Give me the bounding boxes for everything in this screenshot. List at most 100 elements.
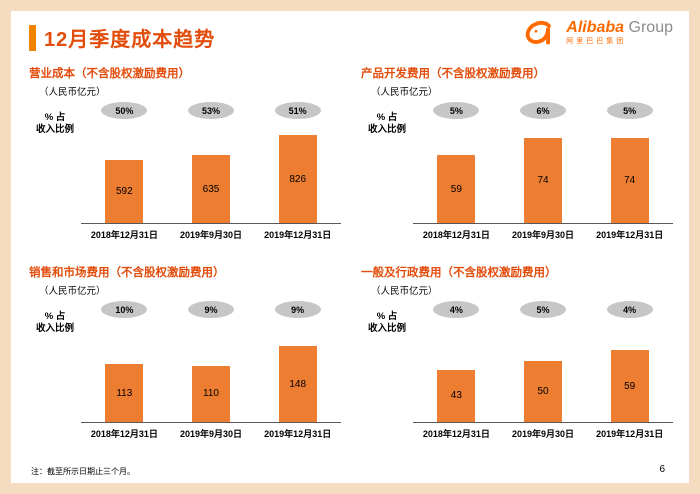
pct-axis-label-line2: 收入比例 xyxy=(367,323,406,335)
bar-value: 59 xyxy=(624,380,636,392)
bar-zone: 592 xyxy=(81,125,168,223)
x-axis-label: 2019年9月30日 xyxy=(167,223,255,241)
bar-zone: 43 xyxy=(413,324,500,422)
pct-oval: 4% xyxy=(433,301,480,318)
logo-chinese-name: 阿里巴巴集团 xyxy=(566,38,627,46)
page-title: 12月季度成本趋势 xyxy=(44,29,216,51)
pct-axis-label: % 占 收入比例 xyxy=(361,301,413,440)
pct-value: 5% xyxy=(623,105,637,116)
pct-value: 5% xyxy=(449,105,463,116)
pct-oval: 51% xyxy=(274,102,321,119)
bar: 148 xyxy=(278,346,317,422)
x-axis-label: 2019年12月31日 xyxy=(254,422,342,440)
bar-value: 148 xyxy=(289,378,307,390)
chart-column: 9% 148 2019年12月31日 xyxy=(254,301,342,440)
bar: 59 xyxy=(610,350,649,422)
pct-oval: 9% xyxy=(188,301,234,318)
chart-column: 5% 74 2019年12月31日 xyxy=(586,102,674,241)
bar-value: 74 xyxy=(537,175,549,186)
pct-value: 5% xyxy=(536,304,550,315)
pct-axis-label-line2: 收入比例 xyxy=(35,124,74,136)
pct-oval: 5% xyxy=(520,301,566,318)
bar-zone: 826 xyxy=(254,125,341,223)
bar: 592 xyxy=(105,159,144,223)
pct-oval: 53% xyxy=(188,102,234,119)
bar: 826 xyxy=(278,135,317,223)
pct-axis-label-line1: % 占 xyxy=(44,112,66,123)
chart-panel-operating-cost: 营业成本（不含股权激励费用） （人民币亿元） % 占 收入比例 50% 592 20… xyxy=(29,63,342,252)
chart-column: 9% 110 2019年9月30日 xyxy=(167,301,255,440)
header: 12月季度成本趋势 Alibaba Group 阿里巴巴集团 xyxy=(29,19,673,52)
x-axis-label: 2019年9月30日 xyxy=(499,223,587,241)
bar: 59 xyxy=(437,155,476,223)
bar-value: 50 xyxy=(537,386,549,397)
x-axis-label: 2019年12月31日 xyxy=(254,223,342,241)
logo-brand-line: Alibaba Group xyxy=(566,20,673,37)
pct-axis-label-line1: % 占 xyxy=(376,112,398,123)
page-number: 6 xyxy=(659,464,665,475)
pct-oval: 9% xyxy=(274,301,321,318)
bar-value: 113 xyxy=(116,387,133,399)
pct-oval: 4% xyxy=(606,301,653,318)
x-axis-label: 2019年12月31日 xyxy=(586,422,674,440)
bar-zone: 635 xyxy=(168,125,255,223)
x-axis-label: 2019年12月31日 xyxy=(586,223,674,241)
footnote: 注：截至所示日期止三个月。 xyxy=(31,467,135,476)
alibaba-logo-icon xyxy=(526,20,552,45)
chart-column: 50% 592 2018年12月31日 xyxy=(81,102,168,241)
bar-value: 74 xyxy=(624,175,636,186)
bar: 74 xyxy=(524,138,562,223)
bar-value: 592 xyxy=(115,185,133,197)
chart-plot: % 占 收入比例 50% 592 2018年12月31日 53% 635 2019年9月3… xyxy=(29,102,342,241)
bar-zone: 113 xyxy=(81,324,168,422)
bar-zone: 148 xyxy=(254,324,341,422)
pct-value: 4% xyxy=(623,304,637,315)
chart-title: 营业成本（不含股权激励费用） xyxy=(29,68,190,80)
bar-value: 59 xyxy=(450,183,462,195)
pct-value: 9% xyxy=(204,304,218,315)
pct-value: 50% xyxy=(115,105,134,116)
bar-zone: 59 xyxy=(586,324,673,422)
bar: 635 xyxy=(192,155,230,223)
columns: 4% 43 2018年12月31日 5% 50 2019年9月30日 4% 59 2019年12… xyxy=(413,301,674,440)
columns: 50% 592 2018年12月31日 53% 635 2019年9月30日 51% 826 2… xyxy=(81,102,342,241)
x-axis-label: 2018年12月31日 xyxy=(413,422,500,440)
chart-unit-label: （人民币亿元） xyxy=(371,286,438,297)
pct-axis-label-line1: % 占 xyxy=(44,311,66,322)
pct-axis-label: % 占 收入比例 xyxy=(29,102,81,241)
pct-value: 4% xyxy=(449,304,463,315)
chart-column: 51% 826 2019年12月31日 xyxy=(254,102,342,241)
bar: 43 xyxy=(437,369,476,422)
chart-plot: % 占 收入比例 10% 113 2018年12月31日 9% 110 2019年9月30… xyxy=(29,301,342,440)
pct-axis-label: % 占 收入比例 xyxy=(29,301,81,440)
chart-column: 6% 74 2019年9月30日 xyxy=(499,102,587,241)
x-axis-label: 2018年12月31日 xyxy=(413,223,500,241)
x-axis-label: 2018年12月31日 xyxy=(81,223,168,241)
logo-text: Alibaba Group 阿里巴巴集团 xyxy=(566,20,673,46)
bar-zone: 59 xyxy=(413,125,500,223)
x-axis-label: 2019年9月30日 xyxy=(499,422,587,440)
bar-value: 43 xyxy=(450,390,462,402)
chart-column: 5% 50 2019年9月30日 xyxy=(499,301,587,440)
chart-column: 4% 43 2018年12月31日 xyxy=(413,301,500,440)
pct-axis-label-line1: % 占 xyxy=(376,311,398,322)
chart-panel-general-admin: 一般及行政费用（不含股权激励费用） （人民币亿元） % 占 收入比例 4% 43 2… xyxy=(361,262,674,451)
chart-panel-sales-marketing: 销售和市场费用（不含股权激励费用） （人民币亿元） % 占 收入比例 10% 11… xyxy=(29,262,342,451)
pct-oval: 5% xyxy=(433,102,480,119)
bar: 110 xyxy=(192,365,230,422)
bar-zone: 74 xyxy=(586,125,673,223)
bar: 74 xyxy=(610,138,649,223)
title-group: 12月季度成本趋势 xyxy=(29,23,215,52)
chart-plot: % 占 收入比例 4% 43 2018年12月31日 5% 50 2019年9月30日 4%… xyxy=(361,301,674,440)
pct-value: 53% xyxy=(201,105,220,116)
logo-brand-suffix: Group xyxy=(628,19,673,37)
chart-title: 产品开发费用（不含股权激励费用） xyxy=(361,68,545,80)
pct-value: 10% xyxy=(115,304,134,315)
chart-unit-label: （人民币亿元） xyxy=(39,286,106,297)
columns: 5% 59 2018年12月31日 6% 74 2019年9月30日 5% 74 2019年12… xyxy=(413,102,674,241)
alibaba-logo: Alibaba Group 阿里巴巴集团 xyxy=(523,19,673,47)
chart-unit-label: （人民币亿元） xyxy=(39,87,106,98)
pct-axis-label-line2: 收入比例 xyxy=(367,124,406,136)
x-axis-label: 2018年12月31日 xyxy=(81,422,168,440)
